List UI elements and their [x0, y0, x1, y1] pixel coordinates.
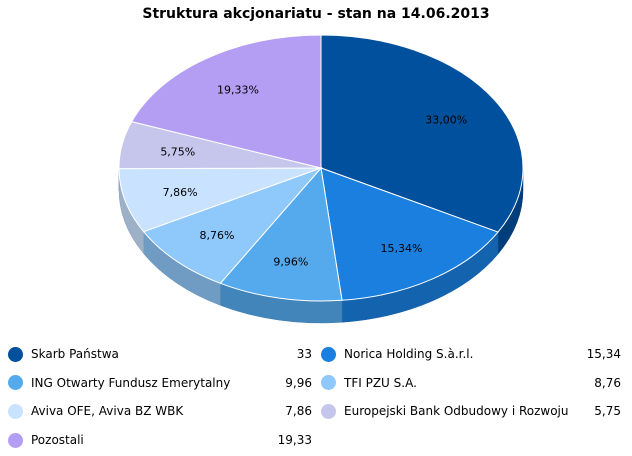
pie-slice-3[interactable]: [142, 166, 323, 284]
legend-swatch: [8, 375, 23, 391]
pie-slice-label-1: 15,34%: [380, 242, 422, 255]
pie-chart: 33,00% 15,34% 9,96% 8,76% 7,86% 5,75% 19,33%: [118, 34, 524, 324]
legend-swatch: [321, 403, 336, 419]
pie-slice-label-3: 8,76%: [200, 229, 235, 242]
pie-slice-label-4: 7,86%: [163, 186, 198, 199]
legend-item-3: TFI PZU S.A. 8,76: [321, 370, 621, 396]
legend-item-5: Europejski Bank Odbudowy i Rozwoju 5,75: [321, 398, 621, 424]
legend-value: 33: [296, 347, 312, 361]
pie-slice-2[interactable]: [219, 166, 343, 302]
legend-label: Europejski Bank Odbudowy i Rozwoju: [344, 404, 569, 419]
pie-slice-4[interactable]: [118, 167, 322, 233]
legend-swatch: [321, 346, 336, 362]
pie-slice-label-5: 5,75%: [160, 145, 195, 158]
legend-label: TFI PZU S.A.: [344, 375, 417, 390]
legend-item-4: Aviva OFE, Aviva BZ WBK 7,86: [8, 398, 312, 424]
legend-label: Skarb Państwa: [31, 347, 119, 361]
legend-label: Norica Holding S.à.r.l.: [344, 347, 474, 361]
legend-value: 5,75: [594, 404, 621, 419]
pie-slice-1[interactable]: [320, 167, 499, 301]
pie-slice-0[interactable]: [320, 34, 524, 233]
legend-item-6: Pozostali 19,33: [8, 427, 312, 453]
chart-title: Struktura akcjonariatu - stan na 14.06.2…: [142, 6, 490, 22]
legend-label: Aviva OFE, Aviva BZ WBK: [31, 404, 184, 419]
pie-slice-label-2: 9,96%: [273, 256, 308, 269]
legend-value: 19,33: [277, 433, 312, 448]
legend-label: ING Otwarty Fundusz Emerytalny: [31, 375, 231, 390]
legend-value: 15,34: [586, 347, 621, 361]
legend-value: 7,86: [285, 404, 312, 419]
legend-item-1: Norica Holding S.à.r.l. 15,34: [321, 341, 621, 367]
legend-label: Pozostali: [31, 433, 84, 448]
legend-value: 8,76: [594, 375, 621, 390]
legend-item-0: Skarb Państwa 33: [8, 341, 312, 367]
legend-value: 9,96: [285, 375, 312, 390]
legend-item-2: ING Otwarty Fundusz Emerytalny 9,96: [8, 370, 312, 396]
legend: Skarb Państwa 33 Norica Holding S.à.r.l. 15…: [0, 341, 632, 453]
pie-slice-label-6: 19,33%: [217, 83, 259, 96]
pie-slice-label-0: 33,00%: [425, 113, 467, 126]
legend-swatch: [8, 432, 23, 448]
legend-swatch: [321, 375, 336, 391]
pie-slice-6[interactable]: [130, 34, 322, 169]
legend-swatch: [8, 346, 23, 362]
legend-swatch: [8, 403, 23, 419]
